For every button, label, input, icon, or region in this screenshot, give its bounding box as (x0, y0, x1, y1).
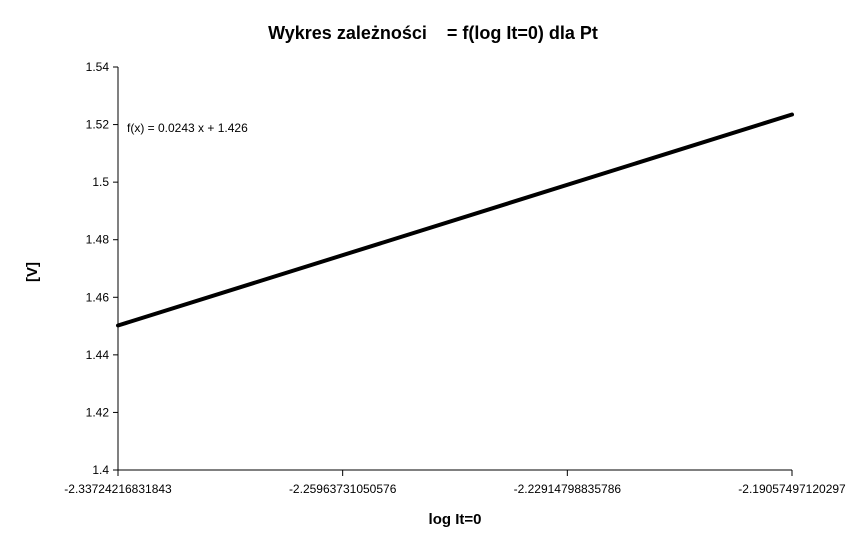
y-tick-label: 1.44 (86, 348, 110, 362)
y-tick-label: 1.4 (92, 463, 109, 477)
y-tick-label: 1.48 (86, 233, 110, 247)
x-tick-label: -2.19057497120297 (738, 482, 846, 496)
series (116, 112, 794, 328)
y-axis-label: [V] (24, 262, 41, 282)
y-tick-label: 1.46 (86, 290, 110, 304)
x-ticks: -2.33724216831843 -2.25963731050576 -2.229… (64, 470, 846, 496)
chart-title: Wykres zależności = f(log It=0) dla Pt (268, 23, 598, 43)
axes (117, 67, 792, 471)
x-tick-label: -2.25963731050576 (289, 482, 397, 496)
series-line (116, 112, 794, 328)
y-tick-label: 1.5 (92, 175, 109, 189)
regression-equation: f(x) = 0.0243 x + 1.426 (127, 121, 248, 135)
x-axis-label: log It=0 (429, 511, 482, 528)
y-tick-label: 1.52 (86, 118, 110, 132)
y-tick-label: 1.42 (86, 405, 110, 419)
y-ticks: 1.4 1.42 1.44 1.46 1.48 1.5 1.52 1.54 (86, 60, 118, 477)
x-tick-label: -2.33724216831843 (64, 482, 172, 496)
y-tick-label: 1.54 (86, 60, 110, 74)
x-tick-label: -2.22914798835786 (514, 482, 622, 496)
